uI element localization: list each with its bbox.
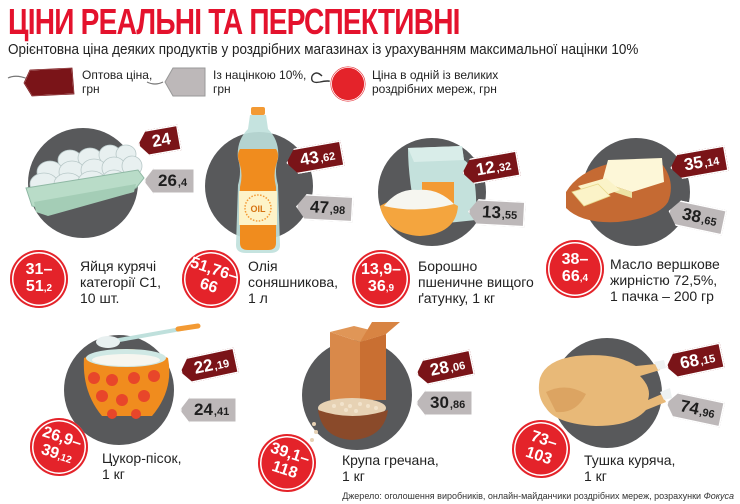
markup-price-decimals: ,86 bbox=[449, 399, 466, 411]
retail-circle-icon bbox=[310, 65, 366, 103]
markup-price-tag: 24,41 bbox=[180, 397, 238, 423]
page-subtitle: Орієнтовна ціна деяких продуктів у роздр… bbox=[8, 42, 639, 58]
legend-wholesale: Оптова ціна, грн bbox=[6, 64, 152, 98]
wholesale-tag-icon bbox=[7, 67, 75, 97]
legend-label: грн bbox=[213, 82, 231, 96]
markup-price-decimals: ,65 bbox=[700, 214, 718, 230]
wholesale-price-decimals: ,62 bbox=[319, 150, 337, 165]
retail-price-to-decimals: ,12 bbox=[56, 451, 73, 467]
sugar-bowl-icon bbox=[83, 323, 201, 419]
buckwheat-icon bbox=[310, 322, 400, 442]
source-note: Джерело: оголошення виробників, онлайн-м… bbox=[342, 491, 734, 501]
retail-price-to-decimals: ,4 bbox=[579, 273, 589, 284]
wholesale-price-decimals: ,06 bbox=[448, 359, 467, 375]
retail-price-from: 31– bbox=[25, 261, 53, 278]
wholesale-price-decimals: ,14 bbox=[703, 155, 721, 170]
product-name: Цукор-пісок, 1 кг bbox=[102, 450, 182, 482]
markup-price-tag: 26,4 bbox=[144, 168, 196, 194]
wholesale-price-decimals: ,19 bbox=[212, 357, 231, 373]
product-name: Яйця курячі категорії С1, 10 шт. bbox=[80, 258, 161, 306]
legend-label: Оптова ціна, bbox=[82, 68, 153, 82]
retail-price-to: 66 bbox=[561, 268, 580, 285]
retail-price-to-decimals: ,9 bbox=[385, 283, 395, 294]
markup-price-tag: 13,55 bbox=[467, 199, 526, 228]
flour-bag-icon bbox=[380, 146, 477, 236]
legend-label: грн bbox=[82, 82, 100, 96]
retail-price-to: 36 bbox=[367, 278, 386, 295]
product-name: Олія соняшникова, 1 л bbox=[248, 258, 339, 306]
legend-markup: Із націнкою 10%, грн bbox=[145, 64, 306, 100]
retail-price-circle: 38– 66,4 bbox=[546, 240, 604, 298]
retail-price-circle: 13,9– 36,9 bbox=[352, 250, 410, 308]
svg-text:OIL: OIL bbox=[251, 204, 267, 214]
markup-price: 13 bbox=[481, 202, 502, 223]
markup-price: 30 bbox=[430, 393, 449, 412]
page-title: ЦІНИ РЕАЛЬНІ ТА ПЕРСПЕКТИВНІ bbox=[8, 1, 460, 42]
oil-bottle-icon: OIL bbox=[236, 107, 280, 253]
product-name: Борошно пшеничне вищого ґатунку, 1 кг bbox=[418, 258, 534, 306]
wholesale-price-tag: 28,06 bbox=[414, 349, 475, 386]
markup-price: 47 bbox=[309, 197, 330, 218]
retail-price-to: 51 bbox=[25, 278, 44, 295]
butter-icon bbox=[566, 158, 671, 223]
legend-label: роздрібних мереж, грн bbox=[372, 82, 497, 96]
markup-tag-icon bbox=[146, 67, 206, 97]
product-name: Масло вершкове жирністю 72,5%, 1 пачка – 2… bbox=[610, 256, 720, 304]
markup-price-tag: 30,86 bbox=[416, 390, 474, 416]
wholesale-price-decimals: ,32 bbox=[495, 160, 513, 175]
wholesale-price: 43 bbox=[298, 147, 321, 170]
wholesale-price: 35 bbox=[682, 152, 705, 175]
chicken-icon bbox=[538, 355, 672, 426]
markup-price-decimals: ,41 bbox=[213, 406, 230, 418]
retail-price-from: 13,9– bbox=[360, 261, 402, 278]
wholesale-price-decimals: ,15 bbox=[698, 352, 717, 368]
markup-price-decimals: ,98 bbox=[329, 204, 346, 218]
markup-price-decimals: ,55 bbox=[501, 209, 518, 223]
product-name: Крупа гречана, 1 кг bbox=[342, 452, 439, 484]
retail-price-from: 38– bbox=[561, 251, 589, 268]
wholesale-price: 24 bbox=[150, 129, 173, 152]
markup-price: 24 bbox=[194, 400, 213, 419]
legend-retail: Ціна в одній із великих роздрібних мереж,… bbox=[310, 64, 498, 108]
legend-label: Ціна в одній із великих bbox=[372, 68, 499, 82]
wholesale-price: 28 bbox=[428, 357, 451, 380]
eggs-carton-icon bbox=[25, 144, 145, 216]
legend-label: Із націнкою 10%, bbox=[213, 68, 307, 82]
product-name: Тушка куряча, 1 кг bbox=[584, 452, 676, 484]
wholesale-price: 22 bbox=[192, 355, 215, 378]
retail-price-circle: 31– 51,2 bbox=[10, 250, 68, 308]
markup-price-decimals: ,4 bbox=[177, 177, 188, 189]
markup-price: 26 bbox=[158, 171, 177, 190]
markup-price-decimals: ,96 bbox=[698, 406, 716, 422]
wholesale-price: 68 bbox=[678, 350, 701, 373]
wholesale-price: 12 bbox=[474, 157, 497, 180]
markup-price-tag: 47,98 bbox=[295, 194, 354, 223]
retail-price-to-decimals: ,2 bbox=[43, 283, 53, 294]
